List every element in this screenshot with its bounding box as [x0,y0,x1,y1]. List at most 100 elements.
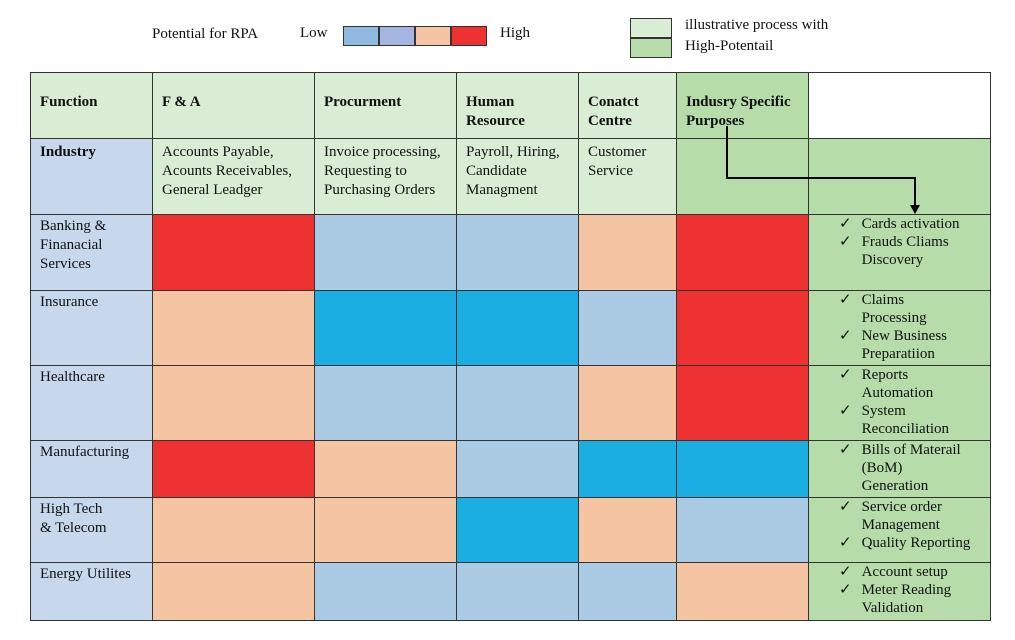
row-label: Manufacturing [30,440,153,498]
heat-cell [676,365,809,441]
process-item: ✓ Service order Management [839,498,986,534]
process-cell: ✓ Service order Management ✓ Quality Reporti… [808,497,991,563]
process-line: Account setup [861,564,948,580]
process-text: Meter Reading Validation [862,581,952,617]
process-line: Frauds Cliams [861,234,949,250]
process-line: New Business [861,328,947,344]
process-item: ✓ New Business Preparatiion [839,327,986,363]
check-mark: ✓ [839,499,852,515]
row-label: Healthcare [30,365,153,441]
heat-cell [676,562,809,621]
heat-cell [314,562,457,621]
heat-cell [578,214,677,291]
process-cell: ✓ Bills of Materail (BoM) Generation [808,440,991,498]
process-line: Meter Reading [861,582,952,598]
heat-cell [578,365,677,441]
process-text: Frauds Cliams Discovery [862,233,949,269]
heat-cell [314,365,457,441]
heat-cell [152,562,315,621]
header-cell: Function [30,72,153,139]
process-cell: ✓ Account setup ✓ Meter Reading Validation [808,562,991,621]
industry-text: Payroll, Hiring, [466,144,560,160]
process-line: System [861,403,906,419]
heat-cell [456,290,579,366]
industry-cell: Industry [30,138,153,215]
process-text: Reports Automation [862,366,934,402]
process-line: Claims [861,292,905,308]
process-text: Service order Management [862,498,942,534]
check-mark: ✓ [839,216,852,232]
heat-cell [676,214,809,291]
check-mark: ✓ [839,367,852,383]
check-mark: ✓ [839,234,852,250]
check-mark: ✓ [839,582,852,598]
industry-text: Acounts Receivables, [162,163,292,179]
header-text: Purposes [686,113,745,129]
process-line: Automation [861,385,934,401]
process-line: Generation [861,478,929,494]
header-cell [808,72,991,139]
check-mark: ✓ [839,442,852,458]
header-text: Centre [588,113,632,129]
process-text: Quality Reporting [862,534,971,552]
heat-cell [676,440,809,498]
header-cell: F & A [152,72,315,139]
row-label-text: & Telecom [40,520,107,536]
process-line: Processing [861,310,927,326]
industry-label: Industry [40,144,96,160]
heat-cell [314,440,457,498]
process-text: New Business Preparatiion [862,327,947,363]
process-item: ✓ Account setup [839,563,986,581]
industry-text: Service [588,163,633,179]
process-text: Account setup [862,563,948,581]
heat-cell [578,497,677,563]
industry-text: Candidate [466,163,527,179]
heat-cell [456,365,579,441]
row-label-text: Services [40,256,91,272]
process-cell: ✓ Reports Automation ✓ System Reconciliation [808,365,991,441]
process-line: Service order [861,499,942,515]
row-label-text: Banking & [40,218,107,234]
note-text: High-Potentail [685,38,774,54]
process-line: (BoM) [861,460,903,476]
heat-cell [676,497,809,563]
header-text: F & A [162,94,201,110]
industry-text: Accounts Payable, [162,144,274,160]
note-swatch [630,18,672,38]
process-cell: ✓ Claims Processing ✓ New Business Preparatii… [808,290,991,366]
note-swatch [630,38,672,58]
row-label-text: High Tech [40,501,103,517]
process-line: Preparatiion [861,346,935,362]
legend-high: High [500,25,530,41]
industry-cell: Invoice processing, Requesting to Purchasi… [314,138,457,215]
row-label-text: Insurance [40,294,99,310]
heat-cell [456,562,579,621]
industry-cell: Accounts Payable, Acounts Receivables, Gen… [152,138,315,215]
legend-swatch [379,26,415,46]
header-text: Function [40,94,98,110]
check-mark: ✓ [839,292,852,308]
process-item: ✓ Frauds Cliams Discovery [839,233,986,269]
process-line: Quality Reporting [861,535,971,551]
process-cell: ✓ Cards activation ✓ Frauds Cliams Discovery [808,214,991,291]
process-item: ✓ Quality Reporting [839,534,986,552]
industry-cell [808,138,991,215]
heat-cell [152,497,315,563]
process-line: Management [861,517,940,533]
heat-cell [578,562,677,621]
check-mark: ✓ [839,328,852,344]
row-label-text: Energy Utilites [40,566,131,582]
process-line: Cards activation [861,216,960,232]
row-label-text: Manufacturing [40,444,130,460]
process-item: ✓ Claims Processing [839,291,986,327]
legend-swatch [451,26,487,46]
legend-low: Low [300,25,328,41]
process-line: Bills of Materail [861,442,961,458]
process-line: Discovery [861,252,924,268]
process-item: ✓ Reports Automation [839,366,986,402]
heat-cell [152,290,315,366]
industry-text: Requesting to [324,163,407,179]
row-label: Insurance [30,290,153,366]
process-line: Validation [861,600,924,616]
